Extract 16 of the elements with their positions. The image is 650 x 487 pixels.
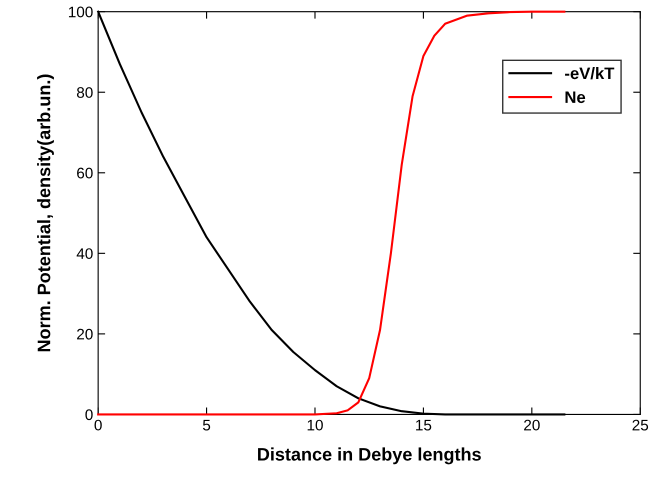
x-tick-label: 0 [94,420,102,431]
y-tick-label: 60 [77,168,93,178]
y-tick-label: 100 [68,6,93,18]
y-tick-label: 80 [76,87,93,98]
x-axis-title: Distance in Debye lengths [258,447,481,464]
y-tick-label: 0 [85,409,93,420]
x-tick-label: 10 [308,420,323,431]
x-tick-label: 25 [632,420,648,431]
x-tick-label: 15 [416,420,432,431]
y-axis-title: Norm. Potential, density(arb.un.) [37,74,54,352]
y-tick-label: 40 [76,248,93,260]
x-tick-label: 20 [524,420,540,431]
y-tick-label: 20 [77,328,93,340]
x-tick-label: 5 [202,420,210,431]
legend-label: -eV/kT [565,66,614,80]
legend-label: Ne [566,91,586,104]
